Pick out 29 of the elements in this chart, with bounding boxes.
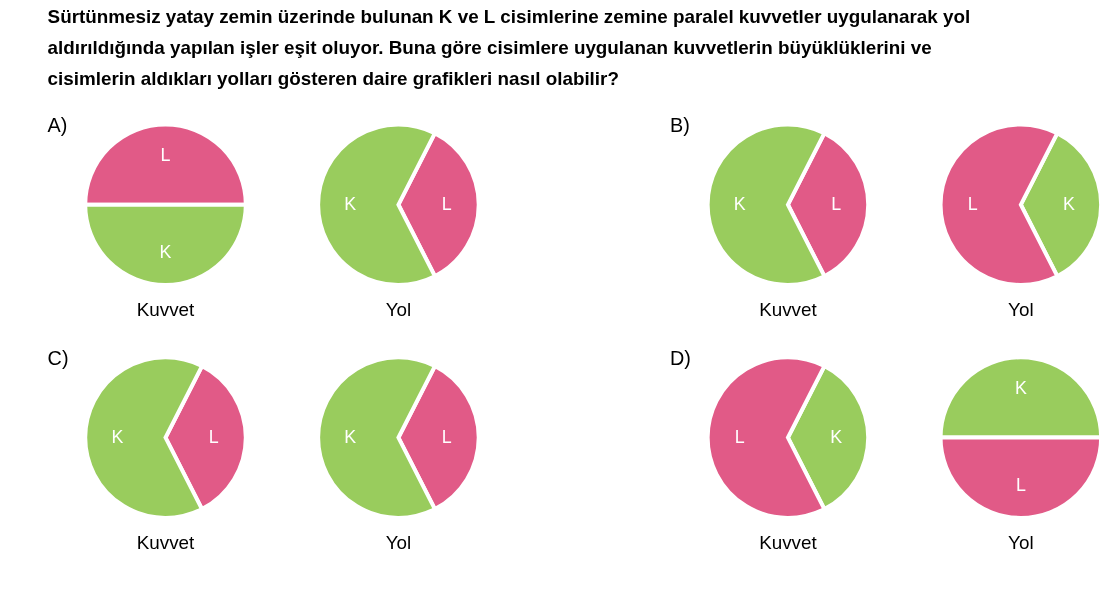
text: Kuvvet: [136, 531, 196, 553]
slice-label: K: [830, 426, 843, 447]
text: Yol: [1008, 531, 1034, 553]
slice-label: L: [208, 426, 219, 447]
text: Kuvvet: [136, 298, 196, 320]
slice-label: L: [734, 426, 745, 447]
slice-label: K: [733, 193, 746, 214]
slice-label: L: [160, 145, 171, 166]
slice-label: L: [831, 193, 842, 214]
slice-label: L: [967, 193, 978, 214]
text: Yol: [385, 531, 412, 553]
slice-label: K: [159, 241, 172, 262]
slice-label: L: [441, 426, 452, 447]
slice-label: K: [1063, 193, 1076, 214]
slice-label: K: [344, 426, 357, 447]
slice-label: K: [1014, 378, 1027, 399]
text: Yol: [1008, 298, 1034, 320]
text: A): [47, 114, 68, 137]
text: Sürtünmesiz yatay zemin üzerinde bulunan K ve L cisimlerine zemine paralel kuvvetler uygulanarak yol aldırıldığında yapılan işler eşit oluyor. Buna göre cisimlere uygulanan kuvvetlerin büyüklüklerini ve cisimlerin aldıkları yolları gösteren daire grafikleri nasıl olabilir?: [47, 6, 971, 89]
slice-label: L: [441, 193, 452, 214]
text: B): [669, 114, 690, 137]
text: C): [47, 347, 69, 370]
text: Yol: [385, 298, 412, 320]
text: D): [669, 347, 691, 370]
slice-label: K: [111, 426, 124, 447]
slice-label: L: [1015, 474, 1026, 495]
slice-label: K: [344, 193, 357, 214]
text: Kuvvet: [759, 298, 818, 320]
text: Kuvvet: [759, 531, 818, 553]
